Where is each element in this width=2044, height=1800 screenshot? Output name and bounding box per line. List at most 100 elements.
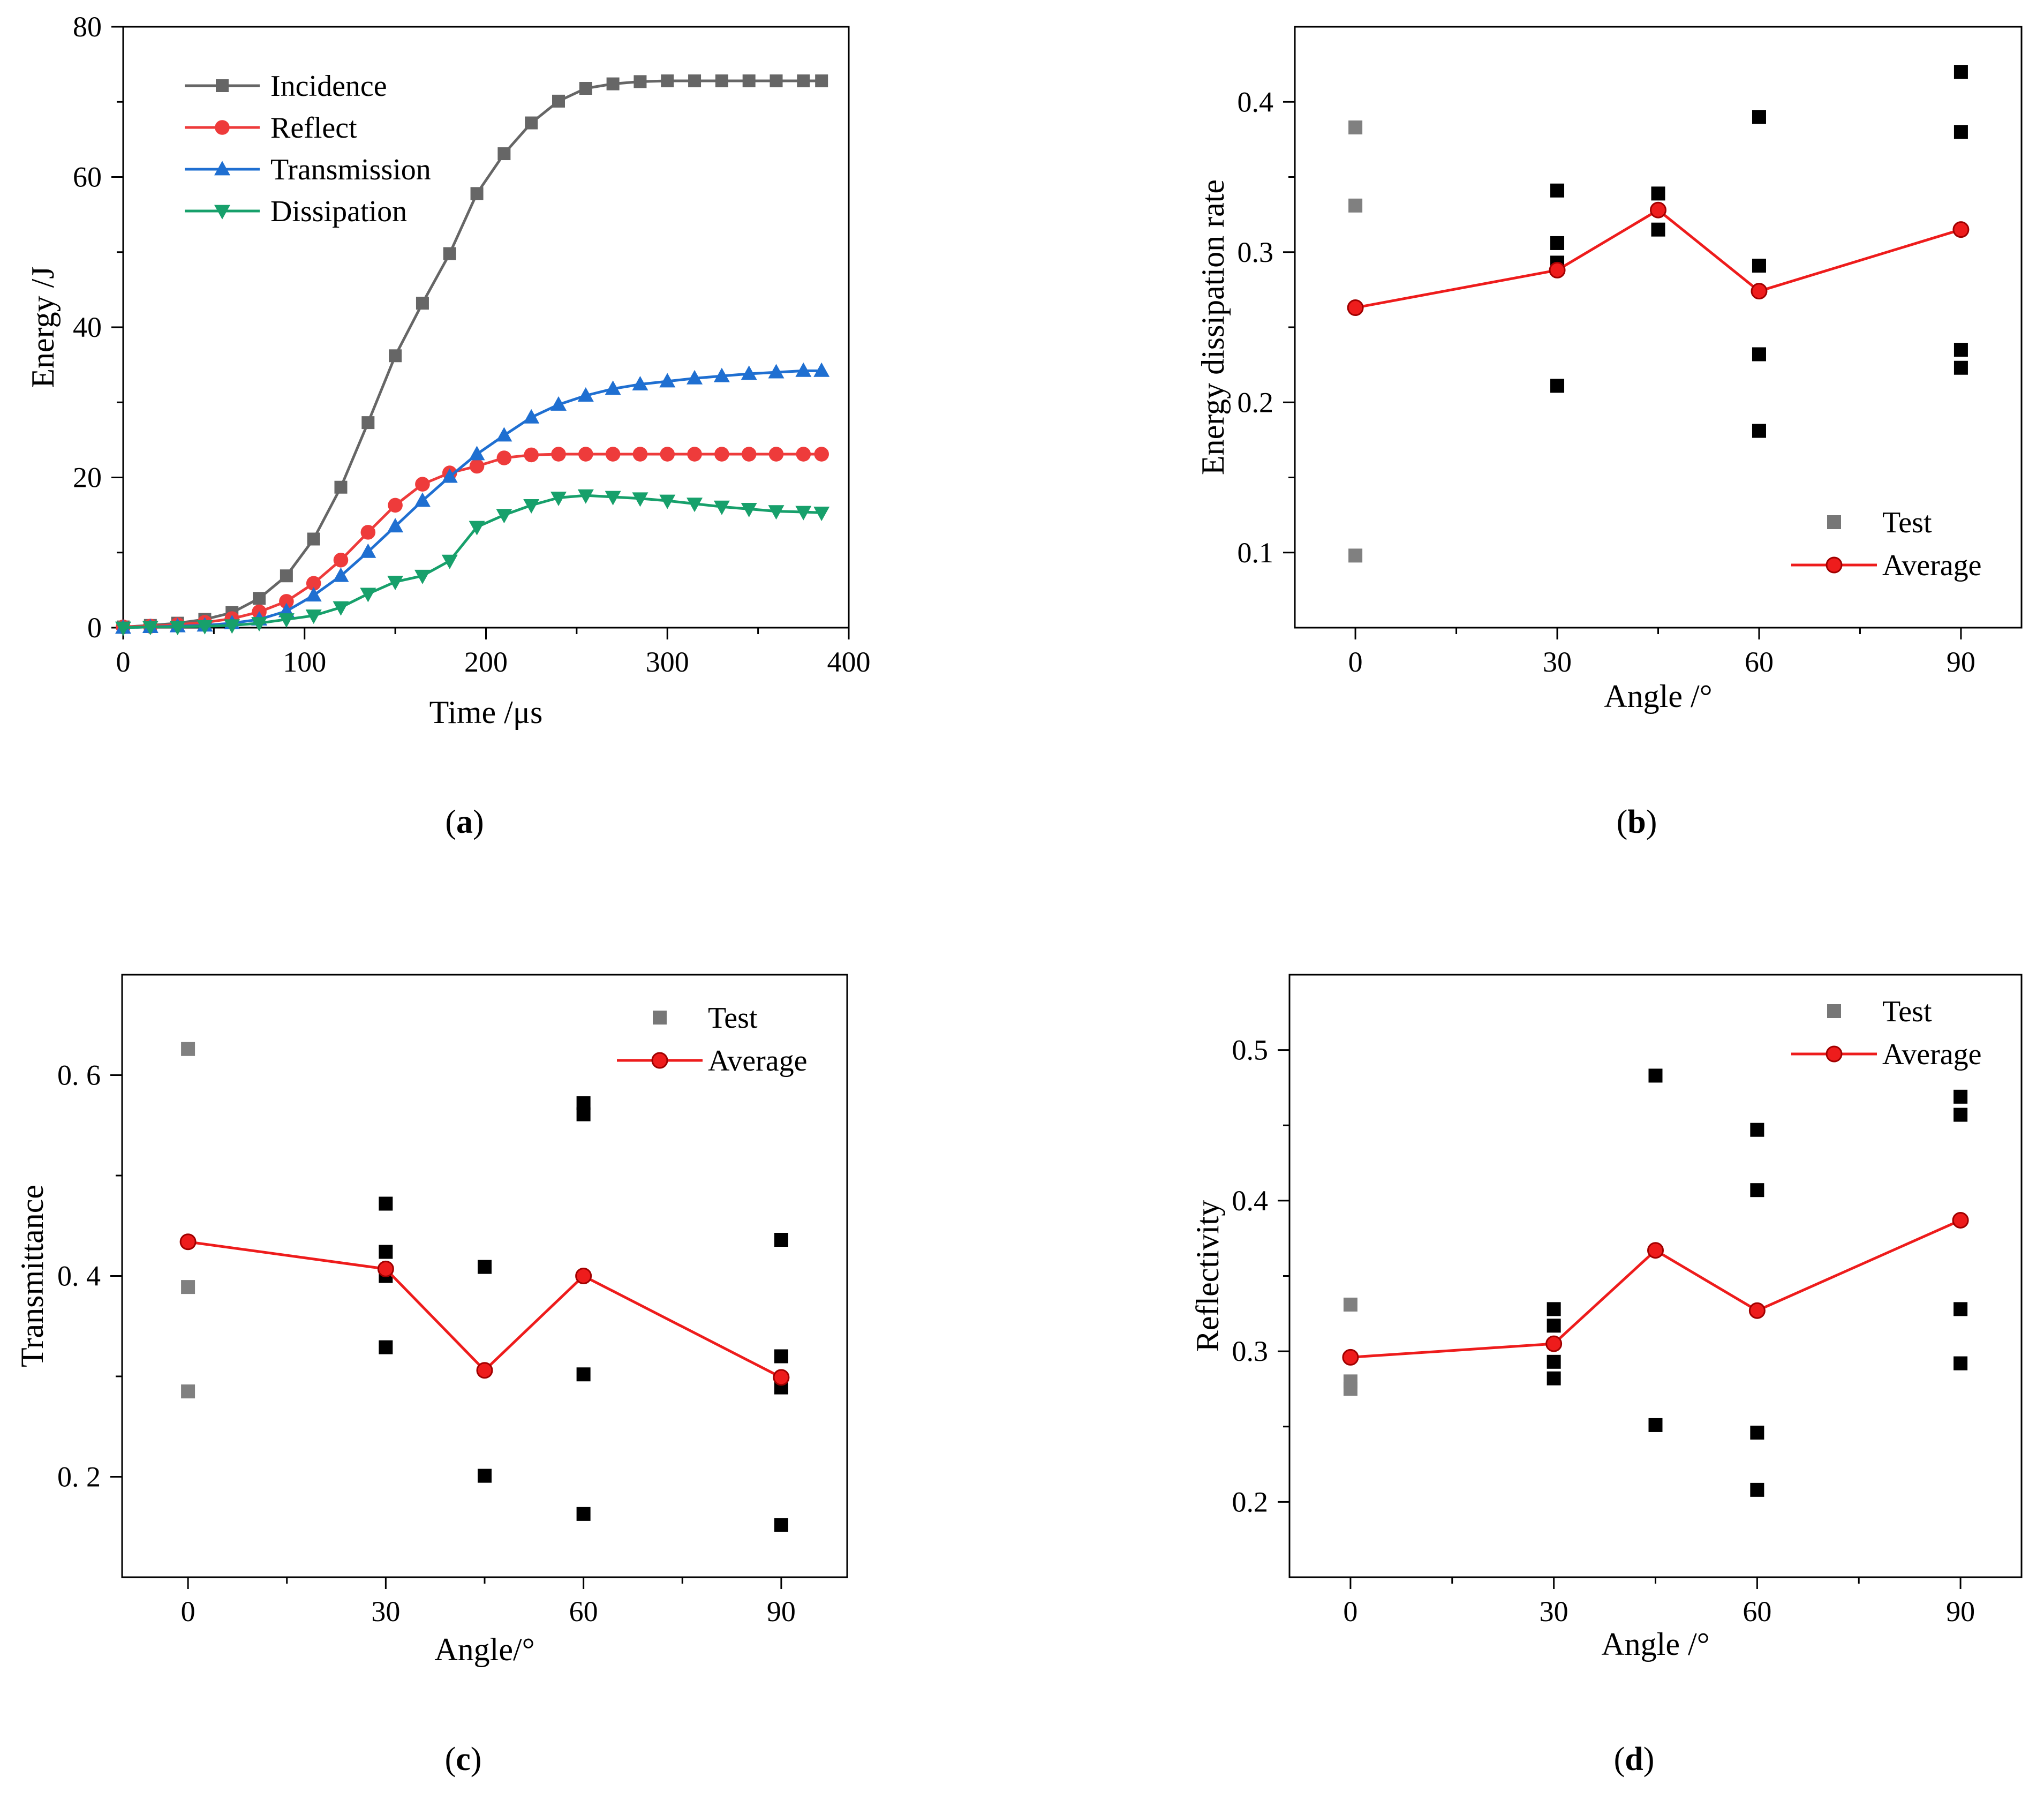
data-point-transmission (414, 492, 431, 507)
x-tick-label: 400 (827, 646, 871, 678)
x-tick-label: 100 (283, 646, 326, 678)
y-axis-title: Transmittance (14, 1185, 50, 1367)
data-point-transmission (659, 373, 676, 388)
series-line-incidence (123, 79, 822, 629)
legend-marker-average (651, 1052, 668, 1069)
data-point-incidence (579, 82, 592, 95)
series-line-reflect (123, 453, 822, 629)
x-tick-label: 300 (646, 646, 689, 678)
y-tick-label: 40 (73, 311, 102, 343)
data-point-transmission (687, 370, 703, 385)
panel-label: (b) (1617, 804, 1657, 840)
data-point-transmission (577, 387, 594, 402)
legend-marker (216, 79, 229, 92)
test-point (1954, 1108, 1968, 1122)
test-point (774, 1518, 788, 1532)
average-point (1952, 221, 1970, 238)
x-tick-label: 60 (1743, 1595, 1771, 1628)
x-axis-title: Angle /° (1604, 679, 1712, 714)
test-point (1651, 222, 1665, 237)
test-point (181, 1042, 195, 1056)
test-point (1547, 1354, 1561, 1369)
test-point (1547, 1319, 1561, 1333)
legend-marker-test (1827, 515, 1841, 529)
test-point (1651, 186, 1665, 201)
legend-label-average: Average (1882, 1038, 1982, 1071)
data-point-reflect (578, 447, 593, 462)
data-point-reflect (415, 477, 430, 492)
average-point (1748, 1302, 1766, 1319)
data-point-transmission (387, 518, 404, 533)
data-point-reflect (714, 447, 729, 462)
data-point-transmission (360, 543, 376, 558)
legend-marker-average (1826, 1045, 1843, 1063)
data-point-dissipation (469, 521, 485, 536)
data-point-incidence (443, 247, 456, 260)
data-point-dissipation (768, 505, 785, 520)
test-point (1954, 1089, 1968, 1104)
data-point-dissipation (741, 503, 757, 518)
data-point-transmission (469, 446, 485, 461)
data-point-incidence (606, 77, 620, 91)
average-point (1347, 299, 1364, 317)
panel-label-close-paren: ) (471, 1741, 482, 1778)
y-tick-label: 0.3 (1232, 1335, 1269, 1367)
plot-frame (122, 26, 850, 629)
data-point-incidence (497, 147, 511, 161)
data-point-dissipation (142, 621, 159, 636)
panel-b-energy-dissipation-chart: 0 30 60 90 0.1 0.2 0.3 0.4 Angle /° Energy dissip… (1195, 26, 2023, 840)
test-point (1348, 120, 1363, 134)
data-point-transmission (768, 364, 785, 379)
test-point (1954, 1356, 1968, 1370)
legend-label: Transmission (270, 153, 431, 186)
y-tick-label: 0. 4 (57, 1260, 101, 1292)
legend-label: Incidence (270, 70, 387, 103)
x-tick-label: 0 (181, 1595, 195, 1628)
test-point (181, 1280, 195, 1294)
x-tick-label: 30 (371, 1595, 400, 1628)
data-point-transmission (333, 567, 349, 582)
legend-marker (215, 120, 230, 135)
data-point-dissipation (278, 613, 295, 628)
average-line (1350, 1219, 1962, 1359)
y-tick-label: 0. 6 (57, 1059, 101, 1091)
average-point (575, 1268, 592, 1284)
y-axis-title: Energy dissipation rate (1195, 179, 1231, 475)
data-point-reflect (796, 447, 811, 462)
data-point-reflect (496, 450, 512, 465)
data-point-dissipation (251, 617, 268, 632)
panel-label-letter: a (456, 804, 473, 840)
data-point-reflect (768, 447, 784, 462)
data-point-dissipation (577, 489, 594, 504)
test-point (1752, 424, 1766, 438)
test-point (1750, 1123, 1764, 1137)
data-point-incidence (389, 349, 402, 363)
legend-label: Dissipation (270, 195, 407, 228)
data-point-reflect (469, 458, 485, 474)
x-tick-label: 90 (1947, 646, 1975, 678)
test-point (1343, 1382, 1357, 1396)
data-point-dissipation (687, 498, 703, 513)
data-point-dissipation (659, 494, 676, 509)
test-point (1547, 1302, 1561, 1316)
data-point-transmission (605, 380, 621, 395)
y-tick-label: 0.2 (1232, 1486, 1269, 1518)
data-point-dissipation (387, 576, 404, 591)
x-tick-label: 200 (464, 646, 508, 678)
test-point (379, 1340, 393, 1354)
data-point-reflect (551, 447, 566, 462)
test-point (774, 1233, 788, 1247)
panel-label: (a) (445, 804, 484, 840)
test-point (478, 1468, 492, 1483)
data-point-incidence (552, 94, 565, 108)
panel-label: (c) (445, 1741, 482, 1778)
x-tick-label: 30 (1540, 1595, 1568, 1628)
average-point (1650, 201, 1666, 219)
x-tick-label: 60 (1745, 646, 1774, 678)
panel-label-close-paren: ) (1643, 1741, 1655, 1778)
data-point-reflect (279, 594, 294, 609)
y-tick-label: 20 (73, 462, 102, 494)
test-point (1954, 360, 1968, 375)
average-point (1647, 1242, 1664, 1259)
test-point (1348, 198, 1363, 213)
